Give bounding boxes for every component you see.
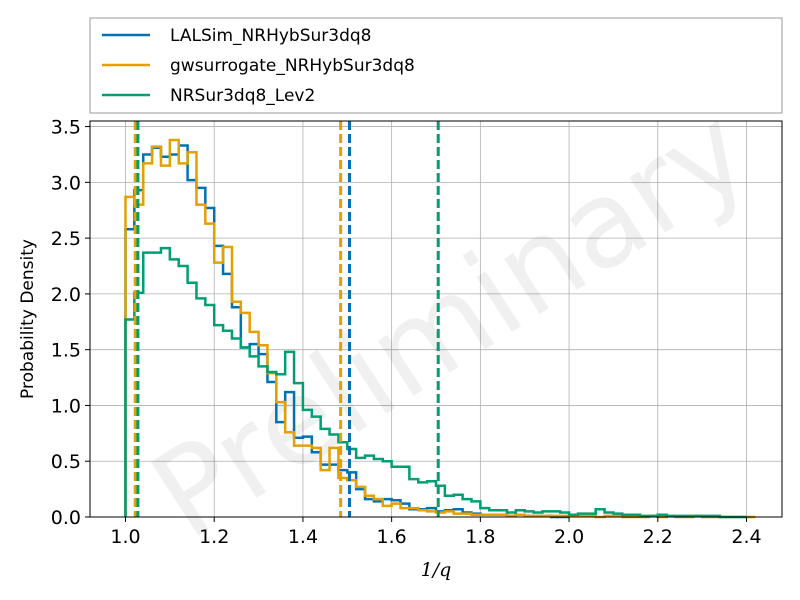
legend-label: gwsurrogate_NRHybSur3dq8 [170, 56, 415, 76]
x-tick-label: 1.0 [110, 526, 140, 548]
y-tick-label: 0.0 [51, 507, 81, 529]
y-axis-label: Probability Density [18, 239, 38, 399]
x-tick-label: 1.4 [288, 526, 318, 548]
y-tick-label: 0.5 [51, 451, 81, 473]
y-tick-label: 3.0 [51, 172, 81, 194]
x-tick-label: 2.4 [731, 526, 761, 548]
x-tick-label: 2.2 [643, 526, 673, 548]
axes-frame [89, 120, 783, 518]
histogram-series-3 [124, 246, 747, 519]
y-tick-label: 3.5 [51, 117, 81, 139]
y-tick-label: 1.5 [51, 340, 81, 362]
x-axis-label: 1/q [421, 559, 452, 581]
legend-box [89, 17, 783, 114]
legend: LALSim_NRHybSur3dq8 gwsurrogate_NRHybSur3… [89, 17, 783, 114]
y-tick-label: 2.5 [51, 228, 81, 250]
y-axis: 0.0 0.5 1.0 1.5 2.0 2.5 3.0 3.5 [51, 117, 90, 529]
x-tick-label: 1.8 [465, 526, 495, 548]
legend-label: NRSur3dq8_Lev2 [170, 86, 315, 106]
legend-label: LALSim_NRHybSur3dq8 [170, 26, 371, 46]
y-tick-label: 1.0 [51, 395, 81, 417]
x-axis: 1.0 1.2 1.4 1.6 1.8 2.0 2.2 2.4 [110, 517, 762, 548]
plot-area [124, 121, 756, 519]
watermark-text: Preliminary [129, 81, 773, 567]
x-tick-label: 2.0 [554, 526, 584, 548]
y-tick-label: 2.0 [51, 284, 81, 306]
x-tick-label: 1.2 [199, 526, 229, 548]
grid [90, 121, 782, 518]
x-tick-label: 1.6 [377, 526, 407, 548]
